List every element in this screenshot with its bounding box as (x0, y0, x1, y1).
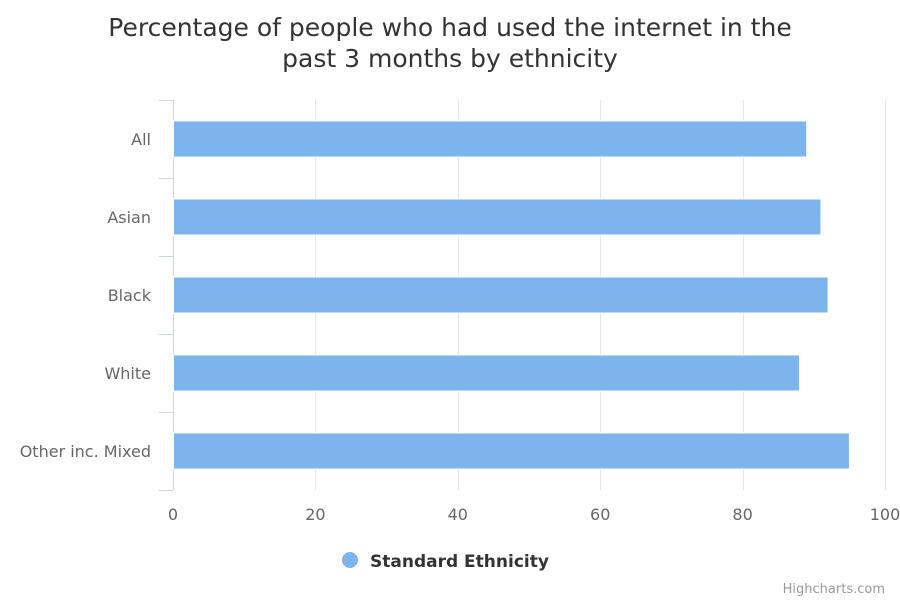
x-tick-label: 0 (168, 505, 178, 524)
x-tick-label: 60 (590, 505, 610, 524)
bar-all[interactable] (173, 120, 808, 158)
axis-labels: All Asian Black White Other inc. Mixed 0 20 40 6… (20, 130, 900, 524)
x-tick-label: 80 (732, 505, 752, 524)
chart-title-line-2: past 3 months by ethnicity (282, 44, 618, 73)
legend-symbol-icon[interactable] (342, 552, 358, 568)
category-label: White (104, 364, 151, 383)
category-axis (159, 100, 174, 491)
legend[interactable]: Standard Ethnicity (342, 552, 549, 572)
legend-item-label[interactable]: Standard Ethnicity (370, 552, 549, 572)
credits-link[interactable]: Highcharts.com (783, 582, 885, 597)
category-label: Other inc. Mixed (20, 442, 151, 461)
bar-white[interactable] (173, 354, 801, 392)
bar-series (173, 120, 850, 470)
bar-black[interactable] (173, 276, 829, 314)
x-tick-label: 20 (305, 505, 325, 524)
bar-asian[interactable] (173, 198, 822, 236)
chart-title-line-1: Percentage of people who had used the in… (108, 13, 791, 42)
category-label: Black (108, 286, 152, 305)
x-tick-label: 40 (448, 505, 468, 524)
bar-other-inc-mixed[interactable] (173, 432, 850, 470)
category-label: All (131, 130, 151, 149)
category-label: Asian (107, 208, 151, 227)
x-tick-label: 100 (870, 505, 900, 524)
